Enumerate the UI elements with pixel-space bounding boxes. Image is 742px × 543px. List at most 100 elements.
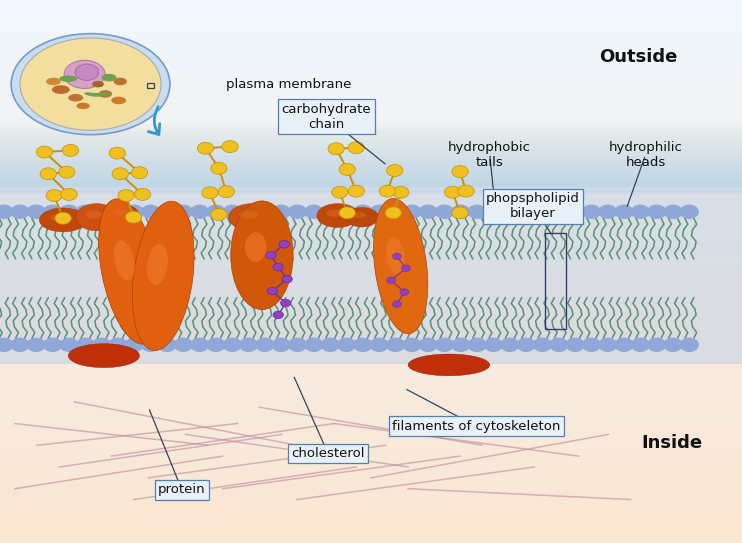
Bar [0,444,742,445]
Bar [0,279,742,281]
Circle shape [370,338,388,351]
Bar [0,237,742,239]
Bar [0,517,742,520]
Circle shape [452,166,468,178]
Circle shape [131,167,148,179]
Text: carbohydrate
chain: carbohydrate chain [282,103,371,131]
Circle shape [379,185,395,197]
Ellipse shape [326,210,343,217]
Bar [0,299,742,300]
Circle shape [436,338,453,351]
Bar [0,129,742,140]
Bar [0,378,742,380]
Circle shape [0,338,13,351]
Bar [0,178,742,189]
Bar [0,38,742,40]
Bar [0,143,742,145]
Bar [0,0,742,2]
Ellipse shape [231,201,293,310]
Bar [0,42,742,43]
Bar [0,65,742,67]
Bar [0,136,742,137]
Circle shape [93,205,111,218]
Circle shape [256,205,274,218]
Bar [0,277,742,279]
Bar [0,4,742,5]
Bar [0,206,742,208]
Bar [0,174,742,175]
Circle shape [332,186,348,198]
Bar [0,451,742,452]
Bar [0,538,742,539]
Bar [0,138,742,149]
Bar [0,409,742,411]
Bar [0,255,742,257]
Bar [0,422,742,424]
Bar [0,135,742,146]
Bar [0,293,742,295]
Bar [0,320,742,322]
Bar [0,414,742,416]
Bar [0,463,742,465]
Circle shape [403,338,421,351]
Bar [0,124,742,135]
Bar [0,353,742,355]
Bar [0,50,742,53]
Circle shape [354,338,372,351]
Bar [0,180,742,191]
Bar [0,217,742,219]
Circle shape [393,253,401,260]
Ellipse shape [20,38,161,130]
Bar [0,396,742,398]
Bar [0,161,742,172]
Bar [0,501,742,503]
Bar [0,523,742,525]
Circle shape [385,207,401,219]
Bar [0,262,742,264]
Bar [0,29,742,31]
Ellipse shape [353,212,366,218]
Circle shape [11,338,29,351]
Bar [0,434,742,436]
Bar [0,114,742,116]
Circle shape [267,287,278,295]
Bar [0,425,742,427]
Text: protein: protein [158,483,206,496]
Bar [0,147,742,157]
Bar [0,418,742,420]
Bar [0,335,742,337]
Bar [0,192,742,194]
Bar [0,235,742,237]
Bar [0,520,742,521]
Bar [0,155,742,166]
Ellipse shape [46,78,61,85]
Ellipse shape [75,64,99,80]
Circle shape [27,205,45,218]
Circle shape [305,338,323,351]
Bar [0,2,742,4]
Bar [0,346,742,348]
Circle shape [109,147,125,159]
Bar [0,162,742,173]
Ellipse shape [11,34,170,135]
Bar [0,53,742,54]
Circle shape [485,338,502,351]
Bar [0,382,742,384]
Circle shape [403,205,421,218]
Bar [0,288,742,289]
Circle shape [125,338,143,351]
Bar [0,313,742,315]
FancyArrowPatch shape [148,106,160,135]
Ellipse shape [386,237,405,275]
Bar [0,386,742,387]
Circle shape [387,338,404,351]
Bar [0,221,742,223]
Bar [0,139,742,150]
Bar [0,76,742,78]
Bar [0,107,742,109]
Bar [0,137,742,148]
Circle shape [273,311,283,319]
Circle shape [60,338,78,351]
Circle shape [517,205,535,218]
Bar [0,85,742,87]
